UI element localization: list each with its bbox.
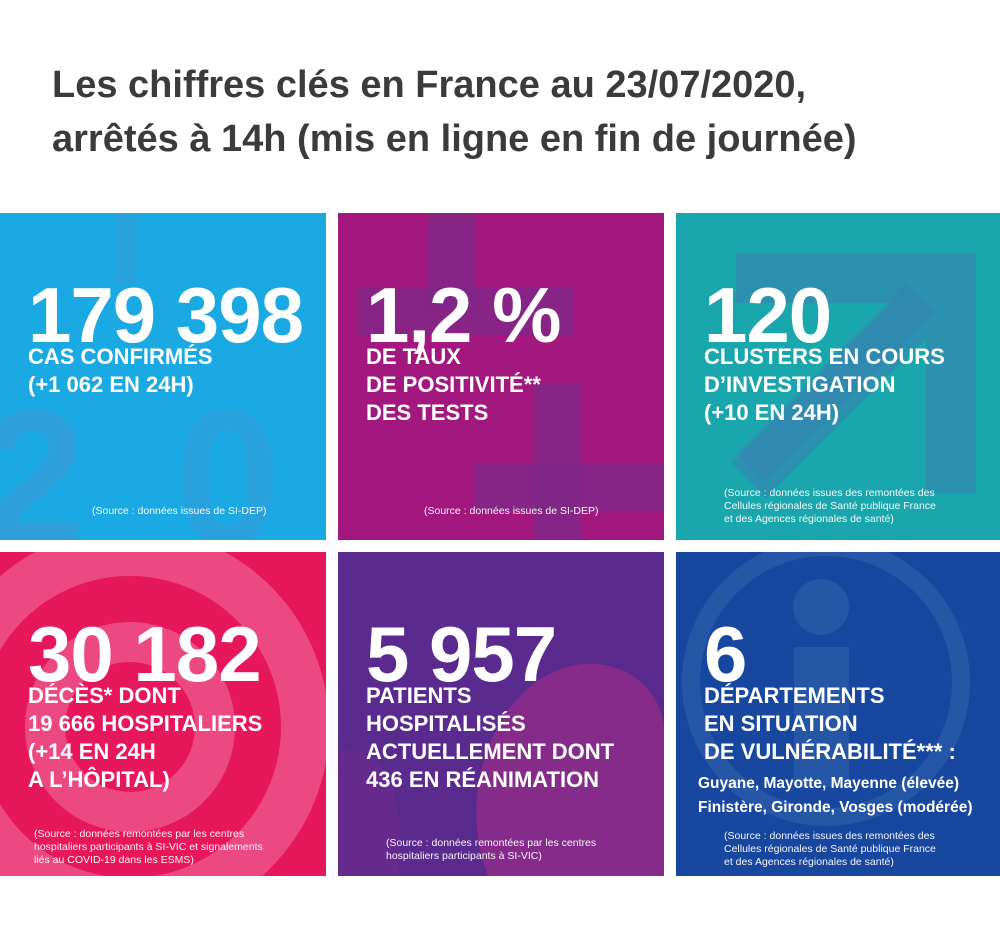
vulnerability-source: (Source : données issues des remontées d…	[724, 830, 936, 868]
vulnerability-departments: Guyane, Mayotte, Mayenne (élevée) Finist…	[698, 775, 973, 816]
plus-sign-decoration	[358, 213, 664, 540]
clusters-source: (Source : données issues des remontées d…	[724, 487, 936, 525]
hospitalized-label: PATIENTS HOSPITALISÉS ACTUELLEMENT DONT …	[366, 683, 615, 792]
positivity-rate-source: (Source : données issues de SI-DEP)	[424, 505, 599, 517]
confirmed-cases-source: (Source : données issues de SI-DEP)	[92, 505, 267, 517]
title-line-2: arrêtés à 14h (mis en ligne en fin de jo…	[52, 118, 857, 160]
clusters-value: 120	[704, 271, 832, 359]
hospitalized-source: (Source : données remontées par les cent…	[386, 837, 597, 862]
clusters-label: CLUSTERS EN COURS D’INVESTIGATION (+10 E…	[704, 344, 945, 425]
svg-text:0: 0	[175, 372, 281, 540]
vulnerability-value: 6	[704, 610, 747, 698]
svg-text:T: T	[80, 213, 172, 315]
positivity-rate-value: 1,2 %	[366, 271, 561, 359]
tile-hospitalized: 5 957 PATIENTS HOSPITALISÉS ACTUELLEMENT…	[338, 552, 664, 876]
deaths-source: (Source : données remontées par les cent…	[34, 828, 263, 866]
tile-positivity-rate: 1,2 % DE TAUX DE POSITIVITÉ** DES TESTS …	[338, 213, 664, 540]
deaths-value: 30 182	[28, 610, 262, 698]
deaths-label: DÉCÈS* DONT 19 666 HOSPITALIERS (+14 EN …	[28, 683, 263, 792]
arrow-decoration	[731, 253, 976, 498]
tile-vulnerability: 6 DÉPARTEMENTS EN SITUATION DE VULNÉRABI…	[676, 552, 1000, 876]
vulnerability-label: DÉPARTEMENTS EN SITUATION DE VULNÉRABILI…	[704, 683, 956, 764]
blob-decoration	[338, 663, 664, 876]
confirmed-cases-label: CAS CONFIRMÉS (+1 062 EN 24H)	[28, 344, 213, 397]
positivity-rate-label: DE TAUX DE POSITIVITÉ** DES TESTS	[366, 344, 541, 425]
tile-deaths: 30 182 DÉCÈS* DONT 19 666 HOSPITALIERS (…	[0, 552, 326, 876]
confirmed-cases-value: 179 398	[28, 271, 304, 359]
svg-text:2: 2	[0, 372, 86, 540]
hospitalized-value: 5 957	[366, 610, 557, 698]
tile-clusters: 120 CLUSTERS EN COURS D’INVESTIGATION (+…	[676, 213, 1000, 540]
title-line-1: Les chiffres clés en France au 23/07/202…	[52, 64, 807, 106]
decorative-background: 2 0 T	[0, 213, 281, 540]
page-title: Les chiffres clés en France au 23/07/202…	[52, 58, 972, 166]
info-icon	[682, 552, 970, 826]
tile-confirmed-cases: 2 0 T 179 398 CAS CONFIRMÉS (+1 062 EN 2…	[0, 213, 326, 540]
target-rings-decoration	[0, 552, 326, 876]
